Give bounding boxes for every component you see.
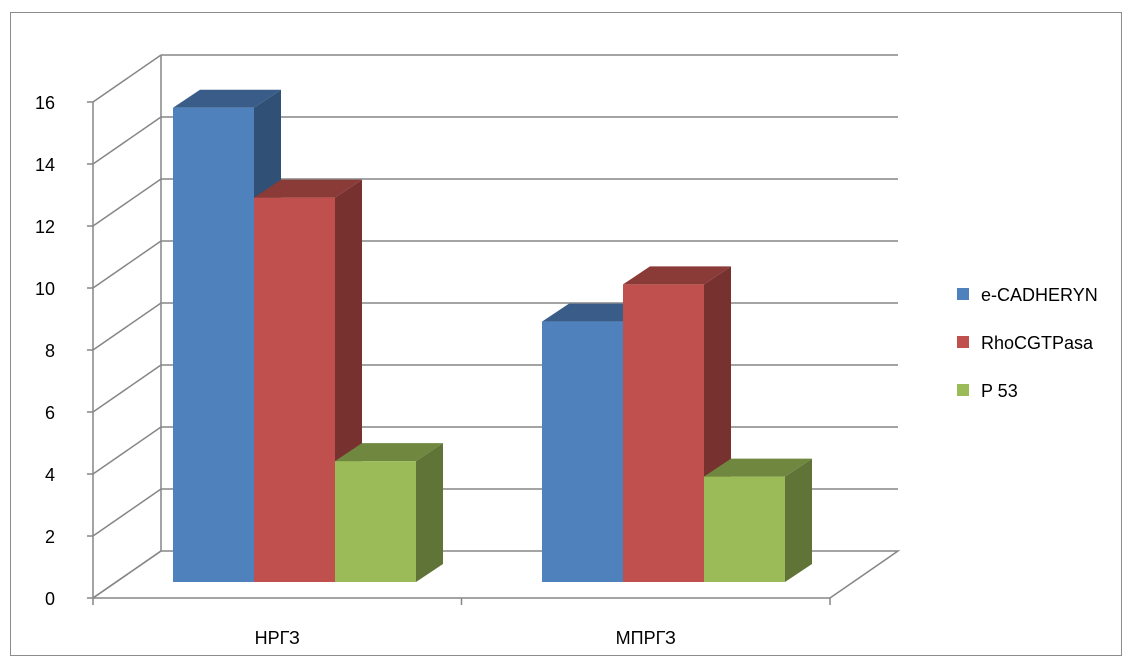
side-wall-line xyxy=(92,426,162,475)
floor-outline xyxy=(92,550,901,599)
y-tick-label: 0 xyxy=(45,589,55,609)
legend-item: RhoCGTPasa xyxy=(957,333,1094,353)
bar-front xyxy=(173,107,254,582)
bar-front xyxy=(335,461,416,582)
bar-front xyxy=(542,321,623,582)
side-wall-line xyxy=(92,178,162,227)
bar-top xyxy=(335,443,443,462)
legend-label: e-CADHERYN xyxy=(981,285,1098,305)
legend-item: e-CADHERYN xyxy=(957,285,1098,305)
legend-label: RhoCGTPasa xyxy=(981,333,1094,353)
bar-front xyxy=(254,197,335,582)
side-wall-line xyxy=(92,240,162,289)
side-wall-line xyxy=(92,54,162,103)
y-tick-label: 6 xyxy=(45,403,55,423)
bar-top xyxy=(704,458,812,477)
bar-side xyxy=(416,443,443,582)
y-tick-label: 4 xyxy=(45,465,55,485)
bar-side xyxy=(785,458,812,582)
y-tick-label: 10 xyxy=(35,279,55,299)
legend-item: P 53 xyxy=(957,381,1018,401)
bar-top xyxy=(173,89,281,108)
legend-swatch xyxy=(957,336,969,348)
y-tick-label: 12 xyxy=(35,217,55,237)
side-wall-line xyxy=(92,302,162,351)
legend-swatch xyxy=(957,384,969,396)
x-category-label: МПРГЗ xyxy=(616,628,676,648)
side-wall-line xyxy=(92,116,162,165)
bar-front xyxy=(704,476,785,582)
bar xyxy=(335,443,443,582)
side-wall-line xyxy=(92,488,162,537)
legend-label: P 53 xyxy=(981,381,1018,401)
bar-top xyxy=(254,179,362,198)
y-tick-label: 8 xyxy=(45,341,55,361)
bar xyxy=(623,266,731,582)
y-tick-label: 16 xyxy=(35,93,55,113)
y-tick-label: 2 xyxy=(45,527,55,547)
y-tick-label: 14 xyxy=(35,155,55,175)
bar-front xyxy=(623,284,704,582)
x-category-label: НРГЗ xyxy=(255,628,300,648)
legend-swatch xyxy=(957,288,969,300)
side-wall-line xyxy=(92,364,162,413)
bar xyxy=(704,458,812,582)
bar-top xyxy=(623,266,731,285)
